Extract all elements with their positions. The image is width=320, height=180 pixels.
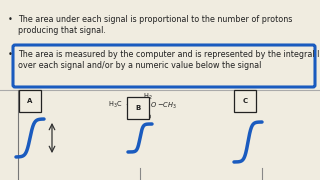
- Text: •: •: [8, 15, 13, 24]
- Text: A: A: [27, 98, 33, 104]
- Text: C: C: [243, 98, 248, 104]
- Text: The area under each signal is proportional to the number of protons
producing th: The area under each signal is proportion…: [18, 15, 292, 35]
- Text: $\mathregular{H_2}$: $\mathregular{H_2}$: [143, 92, 153, 102]
- Text: $-\!\overset{}{C}\!-\!\overset{}{C}\!-\!O-\!CH_3$: $-\!\overset{}{C}\!-\!\overset{}{C}\!-\!…: [125, 100, 177, 111]
- Text: $\mathregular{O}$: $\mathregular{O}$: [145, 112, 151, 121]
- Text: The area is measured by the computer and is represented by the integral line
ove: The area is measured by the computer and…: [18, 50, 320, 70]
- Text: $\mathregular{H_3C}$: $\mathregular{H_3C}$: [108, 100, 123, 110]
- Text: •: •: [8, 50, 13, 59]
- Text: B: B: [135, 105, 140, 111]
